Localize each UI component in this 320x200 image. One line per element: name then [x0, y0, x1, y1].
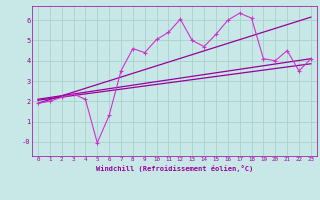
X-axis label: Windchill (Refroidissement éolien,°C): Windchill (Refroidissement éolien,°C) [96, 165, 253, 172]
